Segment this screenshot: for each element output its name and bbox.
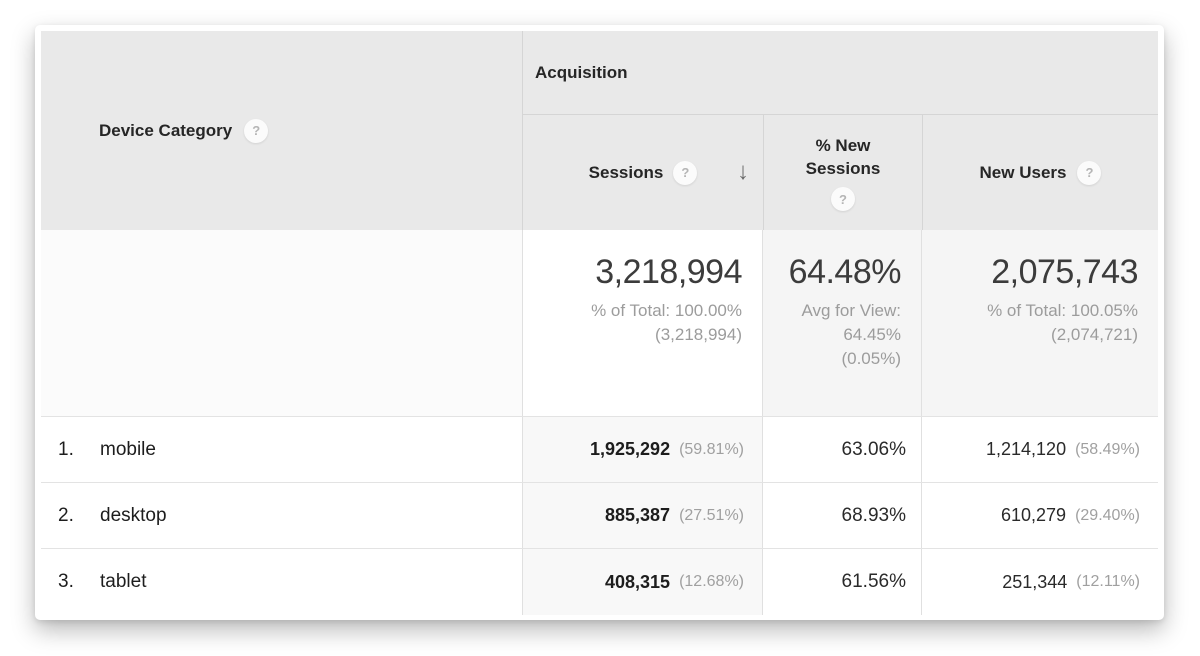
table-row: 1. mobile 1,925,292 (59.81%) 63.06% 1,21… — [41, 417, 1158, 483]
sessions-total: 3,218,994 — [595, 253, 742, 291]
new-sessions-average: 64.48% — [788, 253, 902, 291]
metric-column-headers: Sessions ? ↓ % New Sessions ? New Users … — [523, 115, 1158, 230]
sessions-cell: 885,387 (27.51%) — [523, 483, 763, 548]
sessions-percent: (12.68%) — [679, 573, 744, 590]
help-icon[interactable]: ? — [244, 118, 269, 143]
help-icon[interactable]: ? — [831, 187, 855, 211]
new-users-total-detail: % of Total: 100.05% (2,074,721) — [987, 301, 1138, 344]
new-users-percent: (12.11%) — [1076, 573, 1140, 590]
sessions-cell: 1,925,292 (59.81%) — [523, 417, 763, 482]
help-icon[interactable]: ? — [1077, 160, 1102, 185]
device-name[interactable]: tablet — [100, 571, 147, 592]
sessions-value: 408,315 — [605, 571, 671, 592]
sessions-value: 1,925,292 — [590, 439, 671, 459]
dimension-cell: 3. tablet — [41, 549, 523, 615]
column-header-new-users[interactable]: New Users ? — [922, 115, 1158, 230]
column-header-new-sessions[interactable]: % New Sessions ? — [763, 115, 922, 230]
device-category-table: Device Category ? Acquisition Sessions ?… — [41, 31, 1158, 615]
sort-descending-icon: ↓ — [737, 157, 749, 185]
group-header-acquisition: Acquisition — [523, 31, 1158, 115]
new-sessions-average-detail: Avg for View: 64.45% (0.05%) — [801, 301, 901, 368]
summary-row: 3,218,994 % of Total: 100.00% (3,218,994… — [41, 230, 1158, 417]
new-users-value: 1,214,120 — [986, 439, 1067, 459]
column-header-device-category[interactable]: Device Category ? — [41, 31, 523, 230]
table-row: 3. tablet 408,315 (12.68%) 61.56% 251,34… — [41, 549, 1158, 615]
new-users-percent: (58.49%) — [1075, 440, 1140, 458]
row-index: 1. — [58, 438, 74, 460]
new-users-cell: 1,214,120 (58.49%) — [922, 417, 1158, 482]
new-users-label: New Users — [979, 162, 1067, 182]
new-users-total: 2,075,743 — [991, 253, 1138, 291]
summary-new-users-cell: 2,075,743 % of Total: 100.05% (2,074,721… — [922, 230, 1158, 416]
sessions-percent: (59.81%) — [679, 440, 744, 458]
row-index: 2. — [58, 504, 74, 526]
table-row: 2. desktop 885,387 (27.51%) 68.93% 610,2… — [41, 483, 1158, 549]
new-sessions-cell: 68.93% — [763, 483, 922, 548]
new-users-value: 251,344 — [1002, 571, 1068, 592]
column-header-sessions[interactable]: Sessions ? ↓ — [523, 115, 763, 230]
new-sessions-cell: 63.06% — [763, 417, 922, 482]
new-sessions-value: 63.06% — [841, 438, 906, 460]
new-users-cell: 251,344 (12.11%) — [922, 549, 1158, 615]
sessions-label: Sessions — [588, 162, 664, 182]
new-sessions-value: 61.56% — [841, 571, 906, 592]
device-category-label: Device Category — [99, 120, 233, 140]
sessions-percent: (27.51%) — [679, 506, 744, 524]
sessions-cell: 408,315 (12.68%) — [523, 549, 763, 615]
row-index: 3. — [58, 571, 74, 592]
dimension-cell: 2. desktop — [41, 483, 523, 548]
device-name[interactable]: mobile — [100, 438, 156, 460]
sessions-value: 885,387 — [605, 505, 671, 525]
summary-sessions-cell: 3,218,994 % of Total: 100.00% (3,218,994… — [523, 230, 763, 416]
device-name[interactable]: desktop — [100, 504, 167, 526]
dimension-cell: 1. mobile — [41, 417, 523, 482]
new-sessions-value: 68.93% — [841, 504, 906, 526]
summary-dimension-cell — [41, 230, 523, 416]
new-users-value: 610,279 — [1001, 505, 1067, 525]
analytics-table-card: Device Category ? Acquisition Sessions ?… — [35, 25, 1164, 620]
table-header: Device Category ? Acquisition Sessions ?… — [41, 31, 1158, 230]
sessions-total-detail: % of Total: 100.00% (3,218,994) — [591, 301, 742, 344]
acquisition-header-group: Acquisition Sessions ? ↓ % New Sessions … — [523, 31, 1158, 230]
new-users-cell: 610,279 (29.40%) — [922, 483, 1158, 548]
new-sessions-label: % New Sessions — [805, 136, 881, 178]
new-users-percent: (29.40%) — [1075, 506, 1140, 524]
help-icon[interactable]: ? — [673, 160, 698, 185]
new-sessions-cell: 61.56% — [763, 549, 922, 615]
summary-new-sessions-cell: 64.48% Avg for View: 64.45% (0.05%) — [763, 230, 922, 416]
